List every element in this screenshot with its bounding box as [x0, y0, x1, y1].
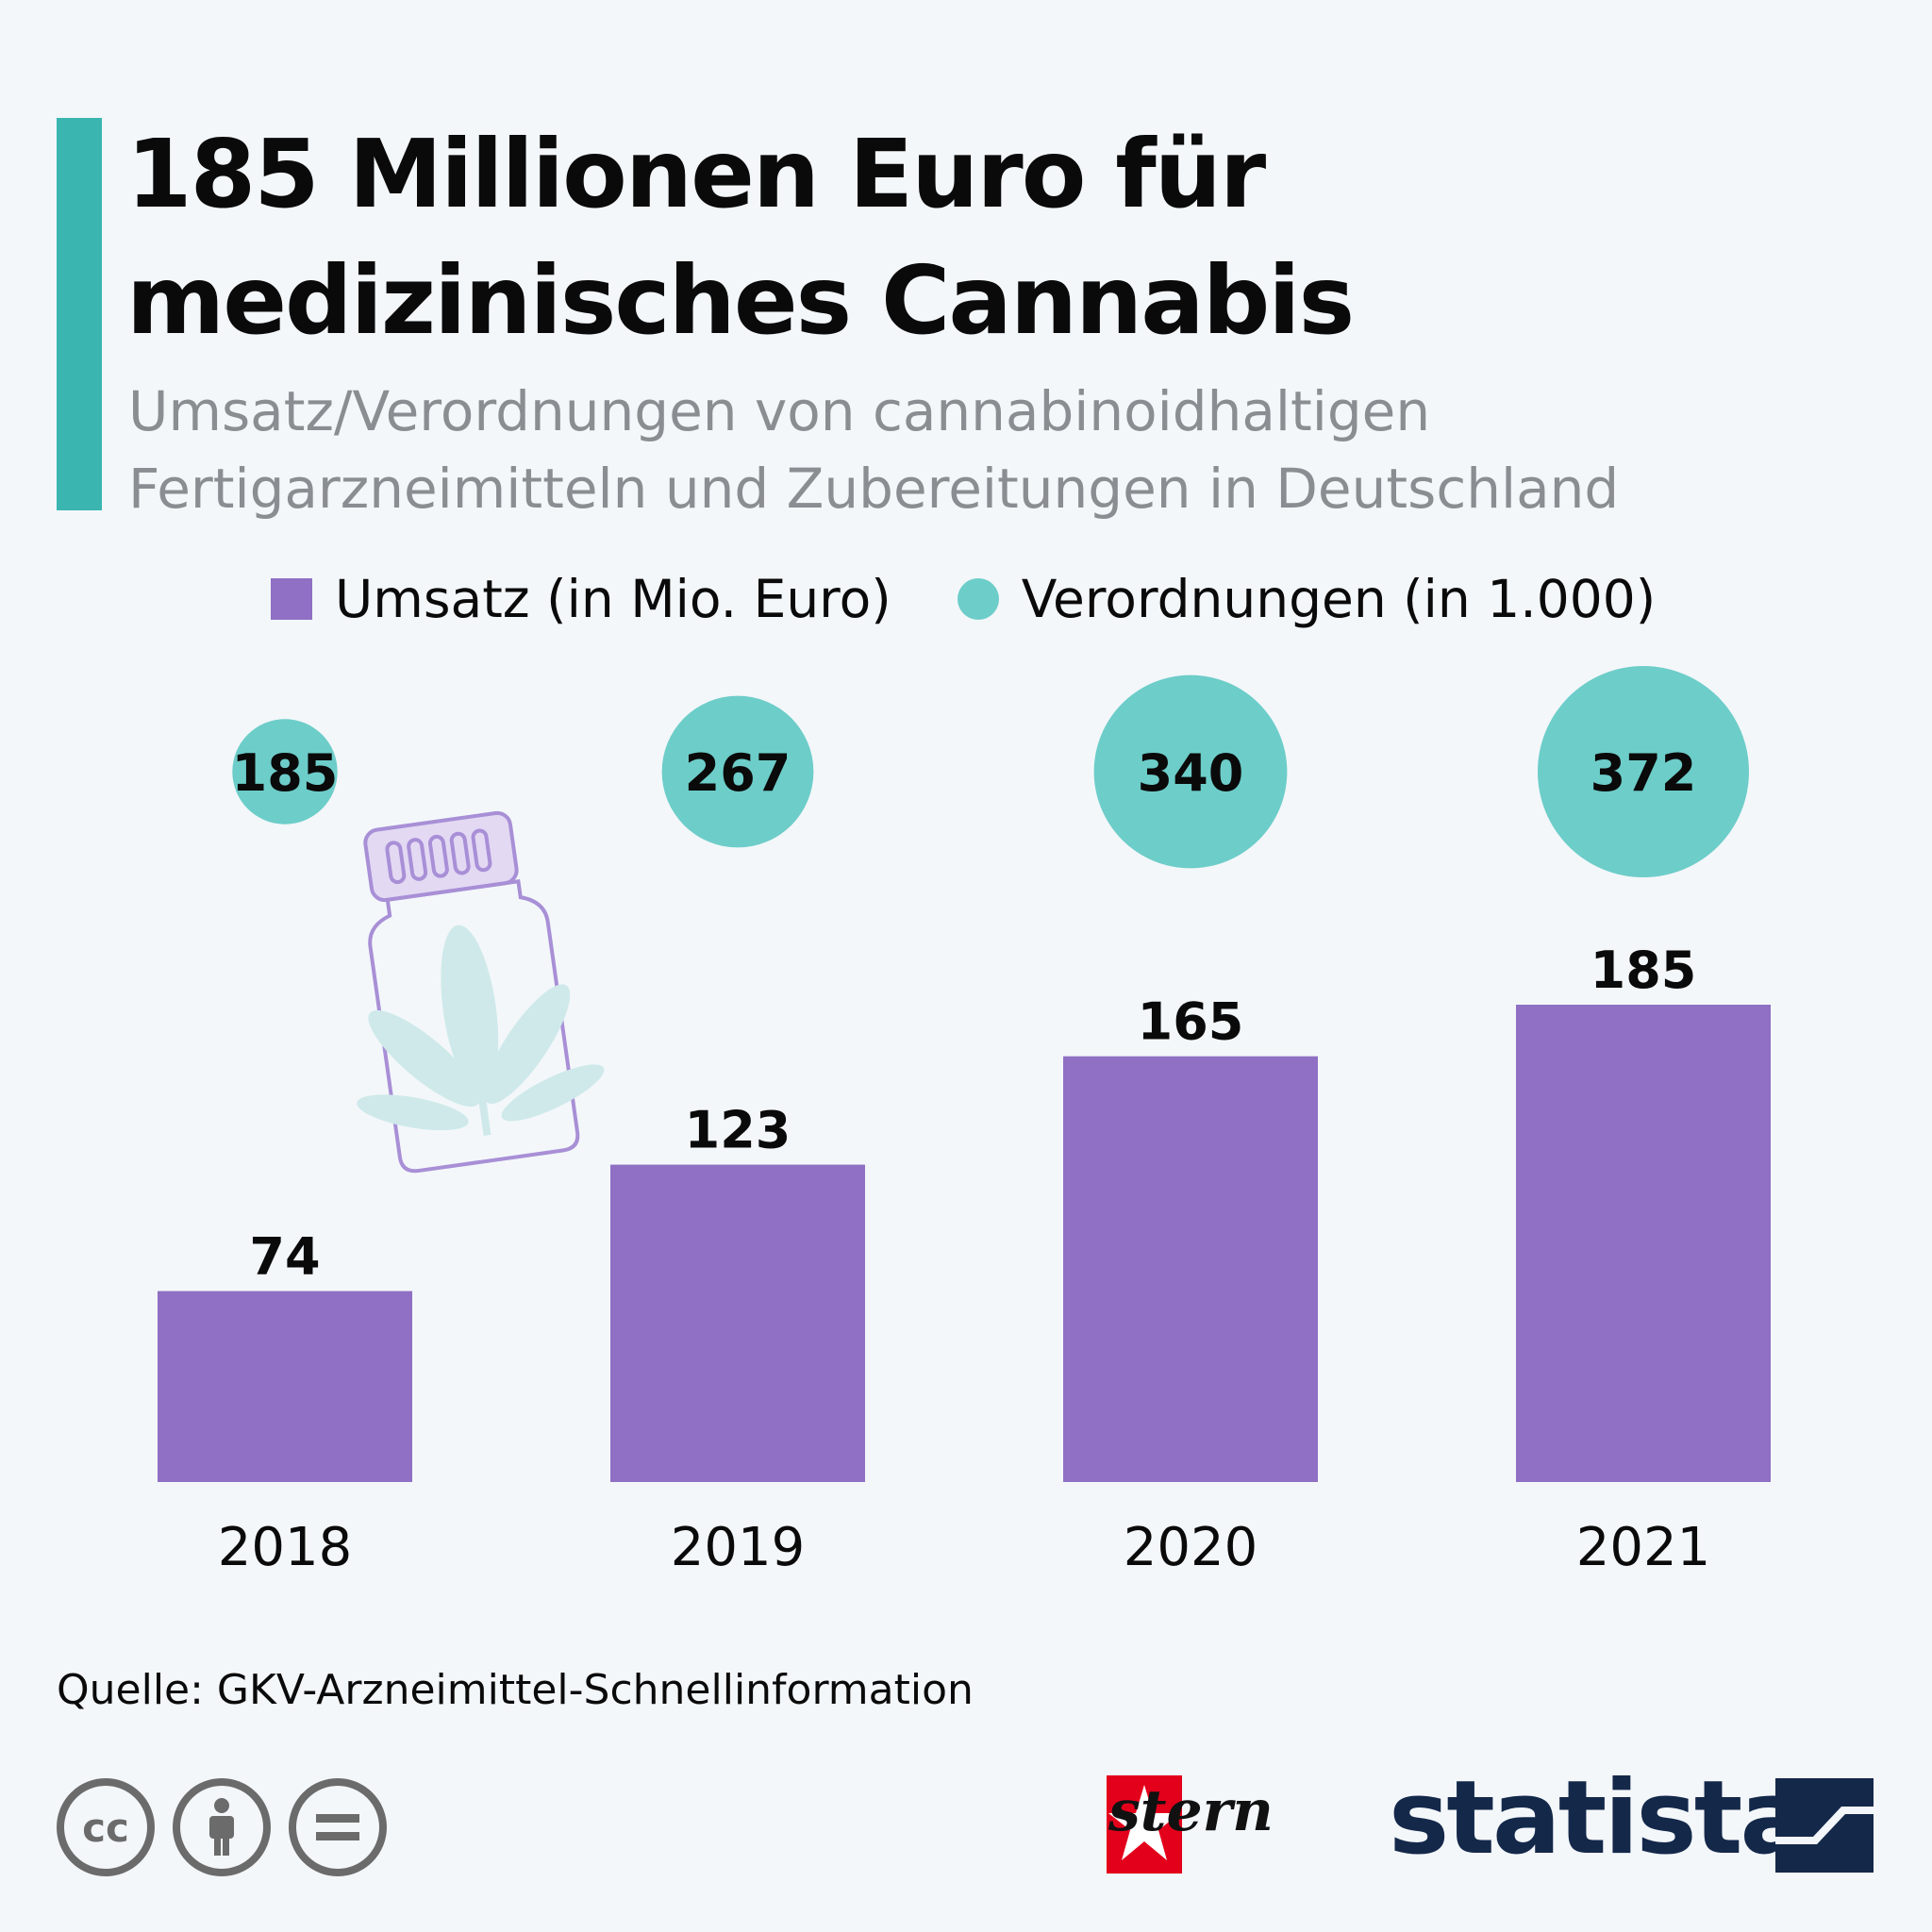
legend-label-umsatz: Umsatz (in Mio. Euro)	[335, 569, 891, 629]
equals-icon	[316, 1814, 359, 1840]
cannabis-bottle-icon	[357, 810, 605, 1174]
by-icon[interactable]	[173, 1778, 271, 1876]
chart-title: 185 Millionen Euro für medizinisches Can…	[126, 119, 1355, 356]
bubble-label-2019: 267	[685, 743, 791, 803]
bar-2021	[1516, 1005, 1771, 1482]
legend-swatch-umsatz	[271, 578, 312, 620]
bubble-label-2021: 372	[1591, 743, 1697, 803]
bar-label-2020: 165	[1138, 992, 1244, 1052]
statista-logo-text[interactable]: statista	[1389, 1759, 1808, 1877]
bubble-label-2020: 340	[1138, 743, 1244, 803]
cc-icon[interactable]: cc	[57, 1778, 155, 1876]
legend-item-verordnungen: Verordnungen (in 1.000)	[891, 569, 1656, 629]
statista-logo-icon[interactable]	[1775, 1778, 1874, 1873]
bar-2019	[610, 1164, 865, 1482]
bubble-2021	[1538, 666, 1749, 877]
bar-label-2018: 74	[249, 1227, 320, 1287]
bubble-2018	[232, 719, 338, 824]
x-tick-2020: 2020	[1124, 1517, 1258, 1578]
nd-icon[interactable]	[289, 1778, 387, 1876]
bar-label-2019: 123	[685, 1101, 791, 1160]
bubble-label-2018: 185	[232, 743, 339, 803]
source-note: Quelle: GKV-Arzneimittel-Schnellinformat…	[57, 1666, 974, 1714]
legend-item-umsatz: Umsatz (in Mio. Euro)	[271, 569, 891, 629]
legend-label-verordnungen: Verordnungen (in 1.000)	[1021, 569, 1657, 629]
legend: Umsatz (in Mio. Euro) Verordnungen (in 1…	[271, 566, 1656, 632]
legend-swatch-verordnungen	[957, 578, 999, 620]
stern-star-icon[interactable]	[1022, 1775, 1295, 1879]
x-tick-2018: 2018	[218, 1517, 353, 1578]
person-icon	[209, 1798, 234, 1856]
stern-logo-text[interactable]: stern	[1108, 1778, 1274, 1844]
x-tick-2019: 2019	[671, 1517, 806, 1578]
x-tick-2021: 2021	[1576, 1517, 1711, 1578]
bar-2020	[1063, 1056, 1318, 1482]
bar-2018	[158, 1291, 412, 1482]
bar-label-2021: 185	[1591, 941, 1697, 1000]
chart-subtitle: Umsatz/Verordnungen von cannabinoidhalti…	[128, 379, 1620, 521]
bubble-2020	[1093, 675, 1288, 869]
bubble-2019	[661, 695, 814, 848]
accent-bar	[57, 118, 102, 510]
